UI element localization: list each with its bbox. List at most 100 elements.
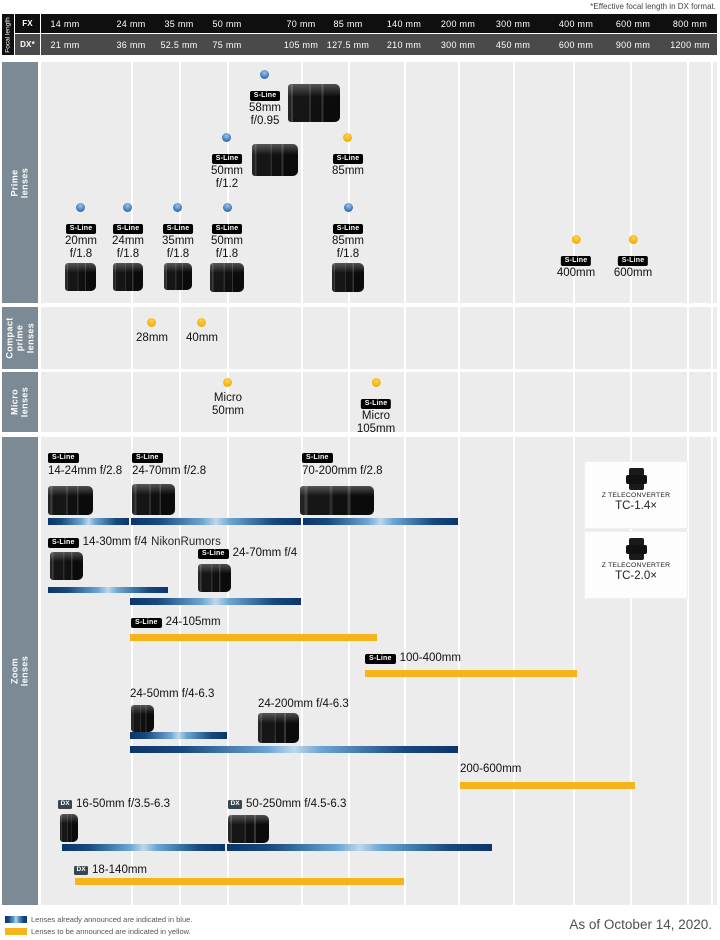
range-bar-18-140 [75,878,404,885]
legend-yellow-text: Lenses to be announced are indicated in … [31,927,191,936]
zoom-label: 100-400mm [399,652,461,665]
dx-tick: 52.5 mm [160,40,198,50]
fx-tick: 70 mm [286,19,316,29]
zoom-label: 200-600mm [460,763,522,775]
planned-dot [147,318,157,327]
sline-badge: S-Line [560,256,592,266]
dx-format-note: *Effective focal length in DX format. [590,2,716,11]
grid-line [513,62,515,905]
zoom-label: 70-200mm f/2.8 [302,464,383,477]
sline-badge: S-Line [132,453,163,463]
lens-photo-70-200 [300,486,374,515]
teleconverter-title: Z TELECONVERTER [601,492,671,499]
announced-dot [343,203,353,212]
lens-aperture: f/1.8 [166,248,190,260]
prime-20mm-f18: S-Line 20mm f/1.8 [65,199,97,291]
dx-tick: 900 mm [615,40,651,50]
lens-aperture: f/1.2 [215,178,239,190]
micro-105mm: S-Line Micro 105mm [357,374,395,436]
sline-badge: S-Line [162,224,194,234]
lens-photo-24-200 [258,713,299,743]
range-bar-16-50 [62,844,225,851]
zoom-24-70-f28: S-Line 24-70mm f/2.8 [132,450,206,477]
lens-photo-35mm [163,263,192,290]
dx-tick: 450 mm [495,40,531,50]
grid-line [131,62,133,905]
range-bar-50-250 [227,844,492,851]
planned-dot [223,378,233,387]
zoom-label: 24-70mm f/4 [232,547,298,560]
zoom-dx-18-140: DX 18-140mm [74,864,147,876]
zoom-70-200-f28: S-Line 70-200mm f/2.8 [302,450,383,477]
lens-name: 105mm [356,423,396,435]
dx-tick: 36 mm [116,40,146,50]
planned-dot [197,318,207,327]
grid-line [404,62,406,905]
grid-line [458,62,460,905]
prime-35mm-f18: S-Line 35mm f/1.8 [162,199,194,290]
planned-dot [371,378,381,387]
lens-photo-14-30 [50,552,83,580]
dx-tick: 600 mm [558,40,594,50]
micro-50mm: Micro 50mm [212,374,244,418]
sidebar-zoom-lenses: Zoom lenses [2,437,38,905]
planned-dot [628,235,638,244]
lens-photo-16-50 [60,814,78,842]
zoom-label: 18-140mm [92,864,147,876]
lens-name: 20mm [65,235,97,247]
sidebar-zoom-label: Zoom lenses [9,655,30,687]
lens-photo-24-50 [131,705,154,732]
lens-photo-24mm [112,263,143,291]
sline-badge: S-Line [211,224,243,234]
prime-400mm: S-Line 400mm [557,231,595,280]
lens-aperture: f/1.8 [336,248,360,260]
lens-aperture: f/1.8 [69,248,93,260]
grid-line [348,62,350,905]
fx-tick: 400 mm [558,19,594,29]
lens-photo-14-24 [48,486,93,515]
fx-row-label: FX [15,14,40,33]
lens-name: 50mm [212,405,244,417]
range-bar-24-50 [130,732,227,739]
sline-badge: S-Line [131,618,162,628]
section-gap [41,303,717,307]
dx-scale-row: 21 mm 36 mm 52.5 mm 75 mm 105 mm 127.5 m… [41,34,717,55]
zoom-label: 24-70mm f/2.8 [132,464,207,477]
fx-tick: 85 mm [333,19,363,29]
planned-dot [343,133,353,142]
dx-tick: 21 mm [50,40,80,50]
zoom-label: 14-30mm f/4 [82,536,148,549]
zoom-100-400: S-Line 100-400mm [365,652,461,665]
zoom-label: 24-105mm [165,616,221,629]
fx-tick: 14 mm [50,19,80,29]
lens-name: 40mm [186,332,218,344]
grid-line [301,62,303,905]
zoom-dx-16-50: DX 16-50mm f/3.5-6.3 [58,798,170,810]
lens-aperture: f/1.8 [215,248,239,260]
compact-40mm: 40mm [186,314,218,345]
lens-name: 58mm [249,102,281,114]
sline-badge: S-Line [198,549,229,559]
grid-line [573,62,575,905]
fx-tick: 800 mm [672,19,708,29]
zoom-14-24-f28: S-Line 14-24mm f/2.8 [48,450,122,477]
prime-50mm-f18: S-Line 50mm f/1.8 [210,199,244,292]
dx-tick: 105 mm [283,40,319,50]
grid-line [711,62,713,905]
sidebar-compact-label: Compact prime lenses [4,317,36,359]
zoom-label: 24-200mm f/4-6.3 [258,698,349,710]
section-gap [41,432,717,437]
teleconverter-title: Z TELECONVERTER [601,562,671,569]
lens-photo-85mm-f18 [332,263,364,292]
range-bar-70-200 [303,518,458,525]
sidebar-prime-label: Prime lenses [9,167,30,198]
dx-badge: DX [74,865,89,875]
focal-length-label: Focal length [4,16,12,53]
prime-50mm-f12: S-Line 50mm f/1.2 [211,129,243,191]
range-bar-14-24 [48,518,129,525]
prime-85mm-planned: S-Line 85mm [332,129,364,178]
range-bar-24-70-f4 [130,598,301,605]
lens-name: Micro [361,410,391,422]
lens-name: 50mm [211,235,243,247]
